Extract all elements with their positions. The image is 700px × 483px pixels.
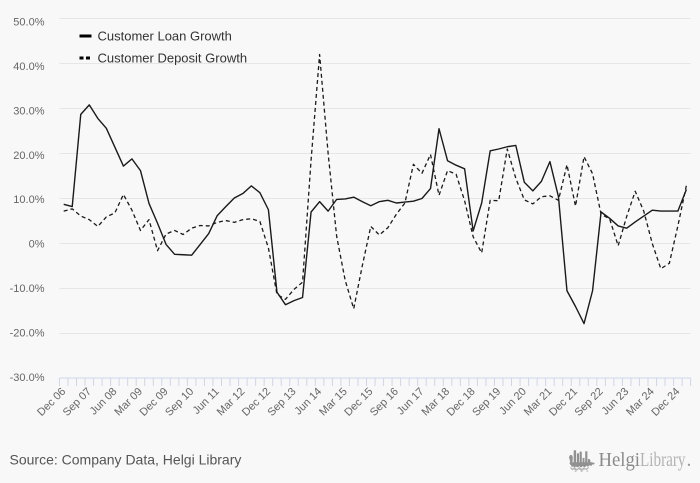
svg-text:Customer Loan Growth: Customer Loan Growth — [98, 28, 232, 43]
svg-text:30.0%: 30.0% — [13, 105, 44, 117]
svg-text:.: . — [687, 450, 692, 471]
svg-text:Helgi: Helgi — [599, 450, 641, 471]
svg-text:50.0%: 50.0% — [13, 16, 44, 28]
svg-text:-30.0%: -30.0% — [10, 372, 45, 384]
svg-text:-20.0%: -20.0% — [10, 328, 45, 340]
svg-text:40.0%: 40.0% — [13, 61, 44, 73]
svg-text:Source: Company Data, Helgi Li: Source: Company Data, Helgi Library — [10, 452, 242, 468]
svg-text:Library: Library — [640, 450, 686, 471]
svg-text:0%: 0% — [29, 239, 45, 251]
svg-text:Customer Deposit Growth: Customer Deposit Growth — [98, 50, 248, 65]
svg-text:20.0%: 20.0% — [13, 150, 44, 162]
svg-text:-10.0%: -10.0% — [10, 283, 45, 295]
svg-text:10.0%: 10.0% — [13, 194, 44, 206]
